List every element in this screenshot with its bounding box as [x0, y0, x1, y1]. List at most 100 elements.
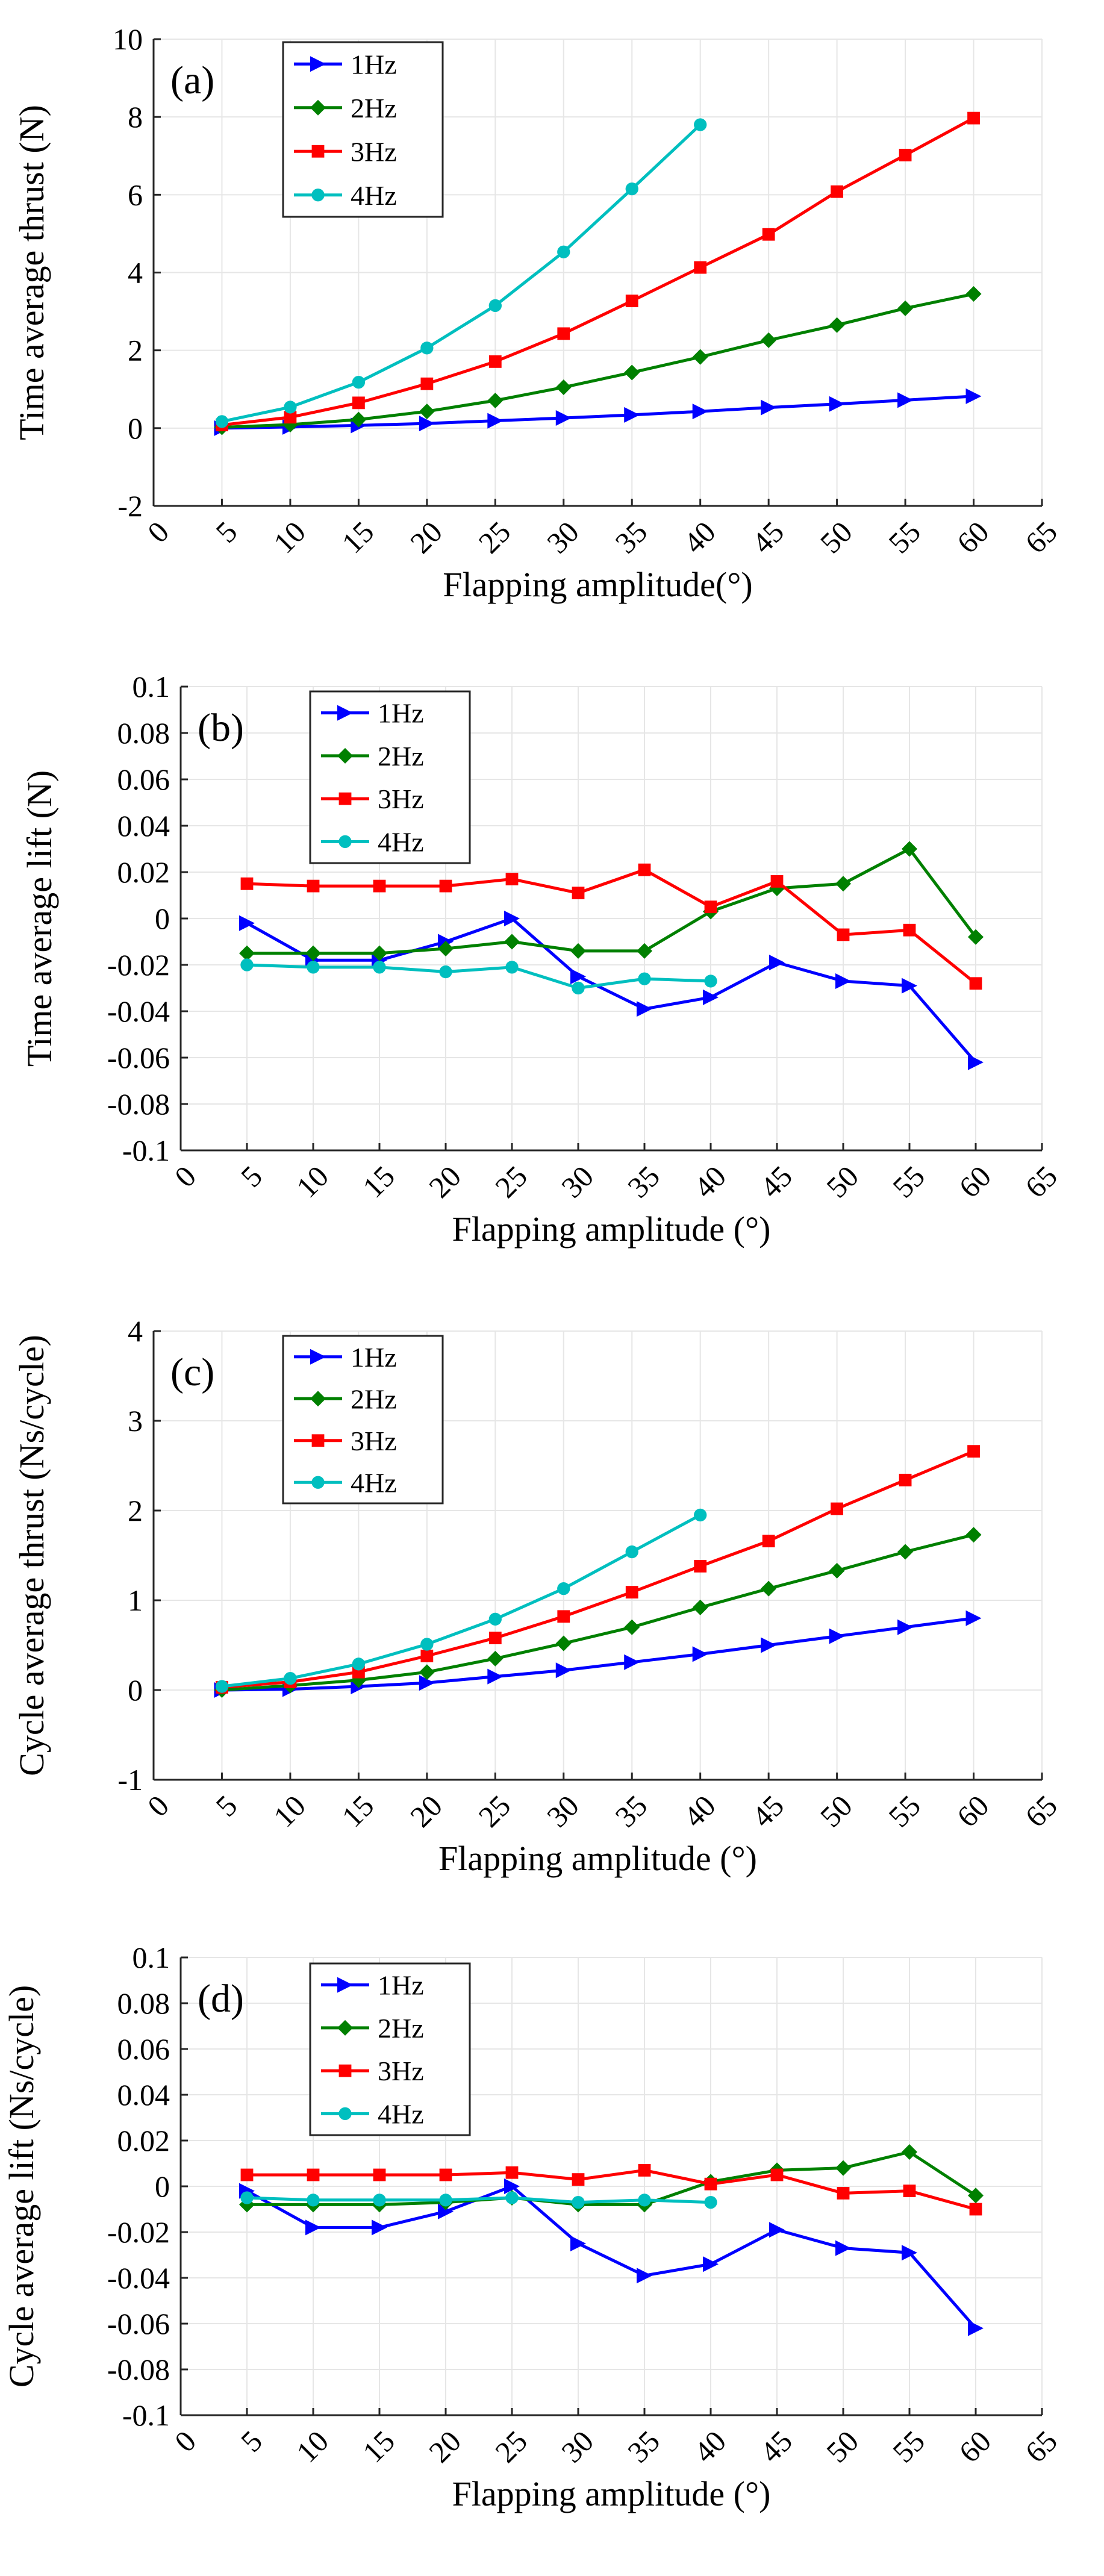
legend-box [309, 1962, 471, 2136]
data-point-1hz [692, 404, 708, 420]
data-point-4hz [284, 401, 297, 414]
y-axis-label: Time average lift (N) [20, 770, 59, 1067]
series-line-2hz [247, 2150, 977, 2206]
legend-marker-4hz [311, 1476, 325, 1489]
data-point-4hz [352, 1658, 366, 1671]
data-point-3hz [831, 1502, 844, 1515]
series-line-4hz [246, 2196, 711, 2204]
data-point-3hz [704, 900, 717, 914]
data-point-1hz [438, 2203, 454, 2219]
data-point-3hz [373, 2168, 386, 2181]
legend-label-4hz: 4Hz [351, 180, 397, 211]
data-point-2hz [829, 317, 845, 333]
data-point-4hz [704, 975, 717, 988]
data-point-3hz [899, 149, 912, 161]
legend-label-4hz: 4Hz [351, 1467, 397, 1498]
y-tick-label: 0.02 [117, 2124, 170, 2157]
y-tick-label: -0.02 [107, 948, 170, 982]
data-point-3hz [488, 355, 502, 368]
legend-marker-2hz [337, 747, 353, 764]
chart-panel-4: -0.1 -0.08 -0.06 -0.04 -0.02 0 0.02 0.04 0.06 0.0… [2, 1941, 1064, 2513]
data-point-2hz [902, 841, 917, 857]
data-point-3hz [903, 2185, 916, 2197]
legend-marker-2hz [310, 1391, 326, 1407]
data-point-2hz [761, 1580, 777, 1597]
y-tick-label: -0.04 [107, 994, 170, 1028]
data-point-1hz [570, 968, 586, 985]
y-tick-label: 0 [128, 1673, 143, 1707]
series-line-1hz [222, 1617, 974, 1692]
legend-marker-1hz [337, 1977, 353, 1993]
data-point-1hz [504, 911, 520, 926]
y-tick-label: 8 [128, 100, 143, 134]
series-line-3hz [222, 1450, 975, 1689]
y-tick-label: 0.04 [117, 809, 170, 843]
data-point-1hz [835, 2240, 851, 2256]
y-tick-label: 0.02 [117, 855, 170, 889]
data-point-1hz [829, 396, 845, 412]
series-line-2hz [222, 292, 975, 429]
legend-label-3hz: 3Hz [351, 136, 397, 167]
series-4hz [215, 118, 707, 428]
data-point-1hz [692, 1646, 708, 1662]
x-axis-label: Flapping amplitude (°) [452, 2474, 771, 2513]
data-point-2hz [555, 1635, 572, 1651]
data-point-1hz [965, 1610, 982, 1626]
data-point-3hz [572, 2173, 585, 2186]
data-point-3hz [439, 2168, 452, 2181]
y-tick-label: -1 [117, 1763, 143, 1797]
legend-marker-2hz [337, 2019, 353, 2036]
data-point-4hz [215, 1680, 229, 1693]
data-point-3hz [420, 377, 434, 390]
data-point-2hz [239, 945, 255, 961]
data-point-3hz [557, 1610, 570, 1623]
data-point-1hz [372, 2219, 387, 2236]
y-tick-label: 0 [128, 411, 143, 445]
y-tick-label: -0.08 [107, 1087, 170, 1121]
data-point-2hz [829, 1562, 845, 1579]
data-point-2hz [897, 1544, 914, 1560]
data-point-1hz [703, 989, 719, 1005]
data-point-2hz [419, 1664, 435, 1680]
series-1hz [214, 1610, 982, 1698]
legend: 1Hz 2Hz 3Hz 4Hz [309, 690, 471, 864]
data-point-1hz [897, 1619, 914, 1635]
data-point-1hz [968, 2320, 984, 2336]
legend-marker-4hz [311, 189, 325, 202]
series-line-1hz [222, 395, 974, 430]
data-point-4hz [572, 981, 585, 995]
data-point-1hz [761, 1637, 777, 1653]
y-tick-label: -0.06 [107, 1041, 170, 1074]
data-point-1hz [761, 399, 777, 416]
data-point-1hz [968, 1054, 984, 1070]
data-point-1hz [487, 413, 504, 429]
data-point-4hz [488, 299, 502, 313]
legend-marker-3hz [311, 145, 325, 158]
data-point-4hz [505, 961, 519, 974]
data-point-1hz [555, 410, 572, 426]
y-tick-label: -0.08 [107, 2353, 170, 2386]
y-axis-label: Cycle average thrust (Ns/cycle) [12, 1335, 51, 1776]
legend: 1Hz 2Hz 3Hz 4Hz [309, 1962, 471, 2136]
y-tick-label: -0.02 [107, 2215, 170, 2249]
data-point-3hz [284, 411, 297, 424]
series-line-4hz [222, 1514, 701, 1688]
y-tick-label: 10 [113, 22, 143, 56]
series-4hz [215, 1508, 707, 1693]
legend: 1Hz 2Hz 3Hz 4Hz [282, 41, 444, 218]
y-tick-label: 6 [128, 178, 143, 211]
series-line-4hz [246, 963, 711, 990]
data-point-4hz [557, 1582, 570, 1595]
data-point-1hz [624, 1654, 640, 1670]
legend-box [309, 690, 471, 864]
data-point-3hz [969, 2203, 982, 2216]
data-point-4hz [307, 961, 320, 974]
data-point-1hz [419, 1675, 435, 1691]
x-axis-label: Flapping amplitude (°) [452, 1209, 771, 1249]
data-point-3hz [240, 2168, 254, 2181]
data-point-4hz [352, 375, 366, 389]
y-tick-label: 0.04 [117, 2078, 170, 2112]
data-point-4hz [557, 245, 570, 258]
data-point-1hz [555, 1662, 572, 1679]
